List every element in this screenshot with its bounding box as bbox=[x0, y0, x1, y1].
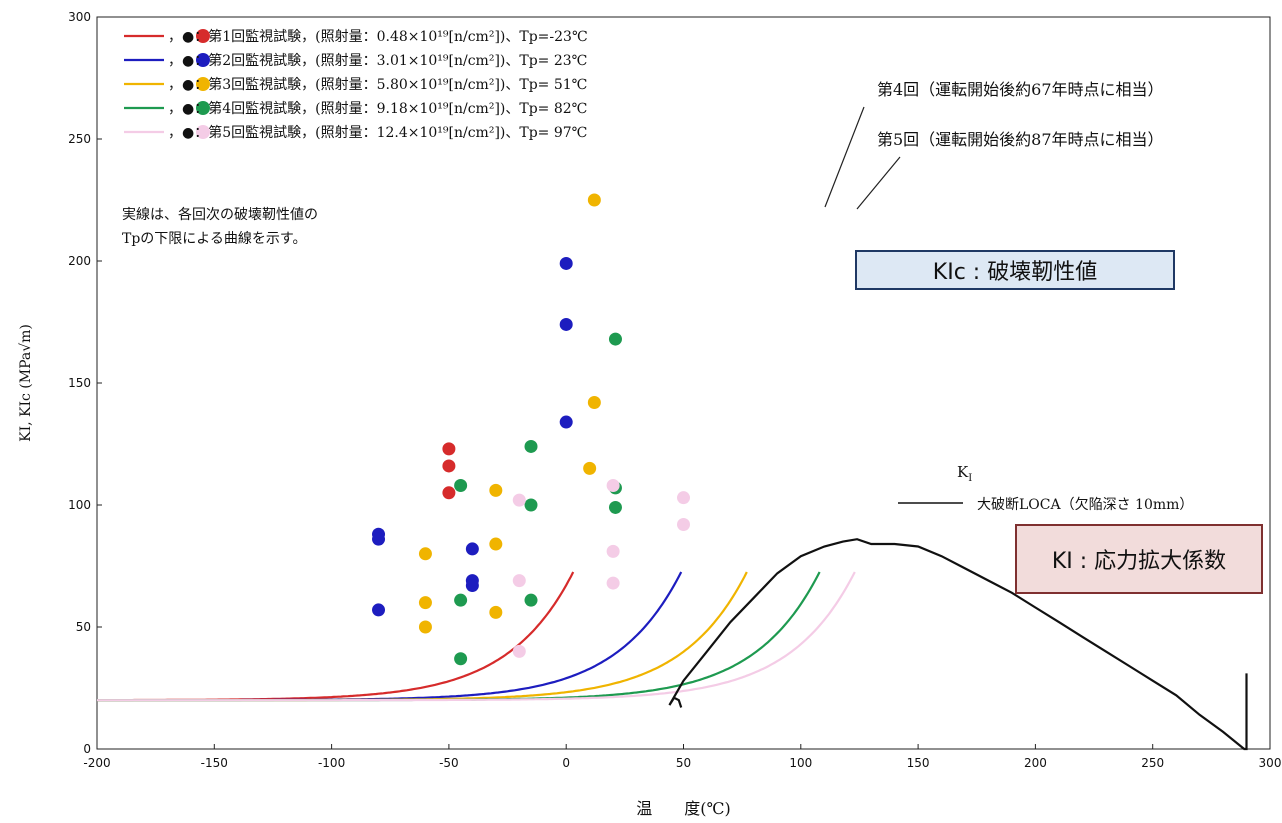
legend-marker-3 bbox=[196, 77, 210, 91]
x-tick-label: 200 bbox=[1024, 756, 1047, 770]
stress-intensity-curve: KI 大破断LOCA（欠陥深さ 10mm） bbox=[668, 463, 1248, 751]
data-point-test-3 bbox=[587, 396, 601, 410]
annotation-test5: 第5回（運転開始後約87年時点に相当） bbox=[877, 130, 1164, 149]
data-point-test-4 bbox=[608, 500, 622, 514]
x-tick-label: -100 bbox=[318, 756, 345, 770]
y-tick-label: 100 bbox=[68, 498, 91, 512]
ki-definition-box: KI : 応力拡大係数 bbox=[1015, 524, 1263, 594]
note-line-2: Tpの下限による曲線を示す。 bbox=[122, 231, 306, 247]
data-point-test-4 bbox=[454, 593, 468, 607]
data-point-test-3 bbox=[583, 461, 597, 475]
data-point-test-4 bbox=[454, 478, 468, 492]
data-point-test-4 bbox=[608, 332, 622, 346]
data-point-test-4 bbox=[524, 498, 538, 512]
x-tick-label: -200 bbox=[83, 756, 110, 770]
ki-definition-label: KI : 応力拡大係数 bbox=[1051, 549, 1227, 574]
ki-curve-line bbox=[668, 538, 1248, 751]
data-point-test-5 bbox=[677, 518, 690, 532]
data-point-test-1 bbox=[442, 486, 456, 500]
data-point-test-3 bbox=[587, 193, 601, 207]
legend-label-3: ，●：第3回監視試験，(照射量：5.80×10¹⁹[n/cm²])、Tp= 51… bbox=[168, 76, 587, 93]
note-line-1: 実線は、各回次の破壊靭性値の bbox=[122, 207, 318, 223]
x-tick-label: 250 bbox=[1141, 756, 1164, 770]
kic-definition-label: KIc : 破壊靭性値 bbox=[932, 260, 1098, 285]
data-point-test-3 bbox=[418, 620, 432, 634]
ki-symbol: KI bbox=[957, 463, 972, 484]
y-tick-label: 50 bbox=[76, 620, 91, 634]
toughness-curve-4 bbox=[97, 571, 821, 702]
legend-marker-5 bbox=[196, 125, 210, 139]
y-tick-label: 250 bbox=[68, 132, 91, 146]
data-point-test-5 bbox=[677, 491, 690, 505]
data-point-test-3 bbox=[489, 537, 503, 551]
kic-definition-box: KIc : 破壊靭性値 bbox=[855, 250, 1175, 290]
data-point-test-1 bbox=[442, 459, 456, 473]
annotation-test4: 第4回（運転開始後約67年時点に相当） bbox=[877, 80, 1164, 99]
data-point-test-1 bbox=[442, 442, 456, 456]
x-tick-label: 0 bbox=[562, 756, 570, 770]
ki-symbol-subscript: I bbox=[968, 473, 972, 484]
data-point-test-5 bbox=[512, 644, 526, 658]
legend: ，●：第1回監視試験，(照射量：0.48×10¹⁹[n/cm²])、Tp=-23… bbox=[122, 28, 588, 247]
data-point-test-5 bbox=[512, 493, 526, 507]
ki-legend-label: 大破断LOCA（欠陥深さ 10mm） bbox=[977, 496, 1193, 513]
y-tick-label: 0 bbox=[83, 742, 91, 756]
data-point-test-2 bbox=[559, 256, 573, 270]
legend-marker-4 bbox=[196, 101, 210, 115]
data-point-test-3 bbox=[489, 605, 503, 619]
x-tick-label: 100 bbox=[789, 756, 812, 770]
data-point-test-5 bbox=[606, 544, 620, 558]
x-tick-label: -150 bbox=[201, 756, 228, 770]
toughness-curve-5 bbox=[97, 571, 856, 702]
data-point-test-5 bbox=[606, 478, 620, 492]
data-point-test-2 bbox=[559, 415, 573, 429]
data-point-test-2 bbox=[465, 579, 479, 593]
toughness-curve-1 bbox=[97, 571, 575, 702]
data-point-test-5 bbox=[512, 574, 526, 588]
data-point-test-2 bbox=[372, 532, 386, 546]
y-tick-label: 150 bbox=[68, 376, 91, 390]
legend-label-1: ，●：第1回監視試験，(照射量：0.48×10¹⁹[n/cm²])、Tp=-23… bbox=[168, 28, 588, 45]
toughness-curve-3 bbox=[97, 571, 748, 702]
legend-label-2: ，●：第2回監視試験，(照射量：3.01×10¹⁹[n/cm²])、Tp= 23… bbox=[168, 52, 587, 69]
legend-marker-2 bbox=[196, 53, 210, 67]
legend-label-5: ，●：第5回監視試験，(照射量：12.4×10¹⁹[n/cm²])、Tp= 97… bbox=[168, 124, 587, 141]
data-point-test-4 bbox=[524, 439, 538, 453]
annotation-leader-5 bbox=[856, 156, 901, 210]
data-point-test-2 bbox=[559, 317, 573, 331]
data-point-test-2 bbox=[372, 603, 386, 617]
x-tick-label: 150 bbox=[907, 756, 930, 770]
legend-label-4: ，●：第4回監視試験，(照射量：9.18×10¹⁹[n/cm²])、Tp= 82… bbox=[168, 100, 587, 117]
data-point-test-3 bbox=[418, 596, 432, 610]
fracture-toughness-curves bbox=[97, 571, 856, 702]
y-tick-label: 200 bbox=[68, 254, 91, 268]
data-point-test-3 bbox=[489, 483, 503, 497]
x-tick-label: 300 bbox=[1259, 756, 1282, 770]
x-axis-label: 温 度(℃) bbox=[636, 799, 730, 818]
y-tick-label: 300 bbox=[68, 10, 91, 24]
x-tick-label: -50 bbox=[439, 756, 459, 770]
axes: -200 -150 -100 -50 0 50 100 150 200 250 300 0 50 100 1… bbox=[18, 10, 1281, 818]
annotation-leader-4 bbox=[824, 106, 865, 208]
data-point-test-2 bbox=[465, 542, 479, 556]
x-tick-label: 50 bbox=[676, 756, 691, 770]
legend-marker-1 bbox=[196, 29, 210, 43]
annotations: 第4回（運転開始後約67年時点に相当） 第5回（運転開始後約87年時点に相当） bbox=[824, 80, 1164, 210]
data-points bbox=[372, 193, 690, 666]
y-axis-label: KI, KIc (MPa√m) bbox=[18, 324, 34, 442]
data-point-test-5 bbox=[606, 576, 620, 590]
toughness-curve-2 bbox=[97, 571, 683, 702]
data-point-test-4 bbox=[454, 652, 468, 666]
data-point-test-3 bbox=[418, 547, 432, 561]
data-point-test-4 bbox=[524, 593, 538, 607]
